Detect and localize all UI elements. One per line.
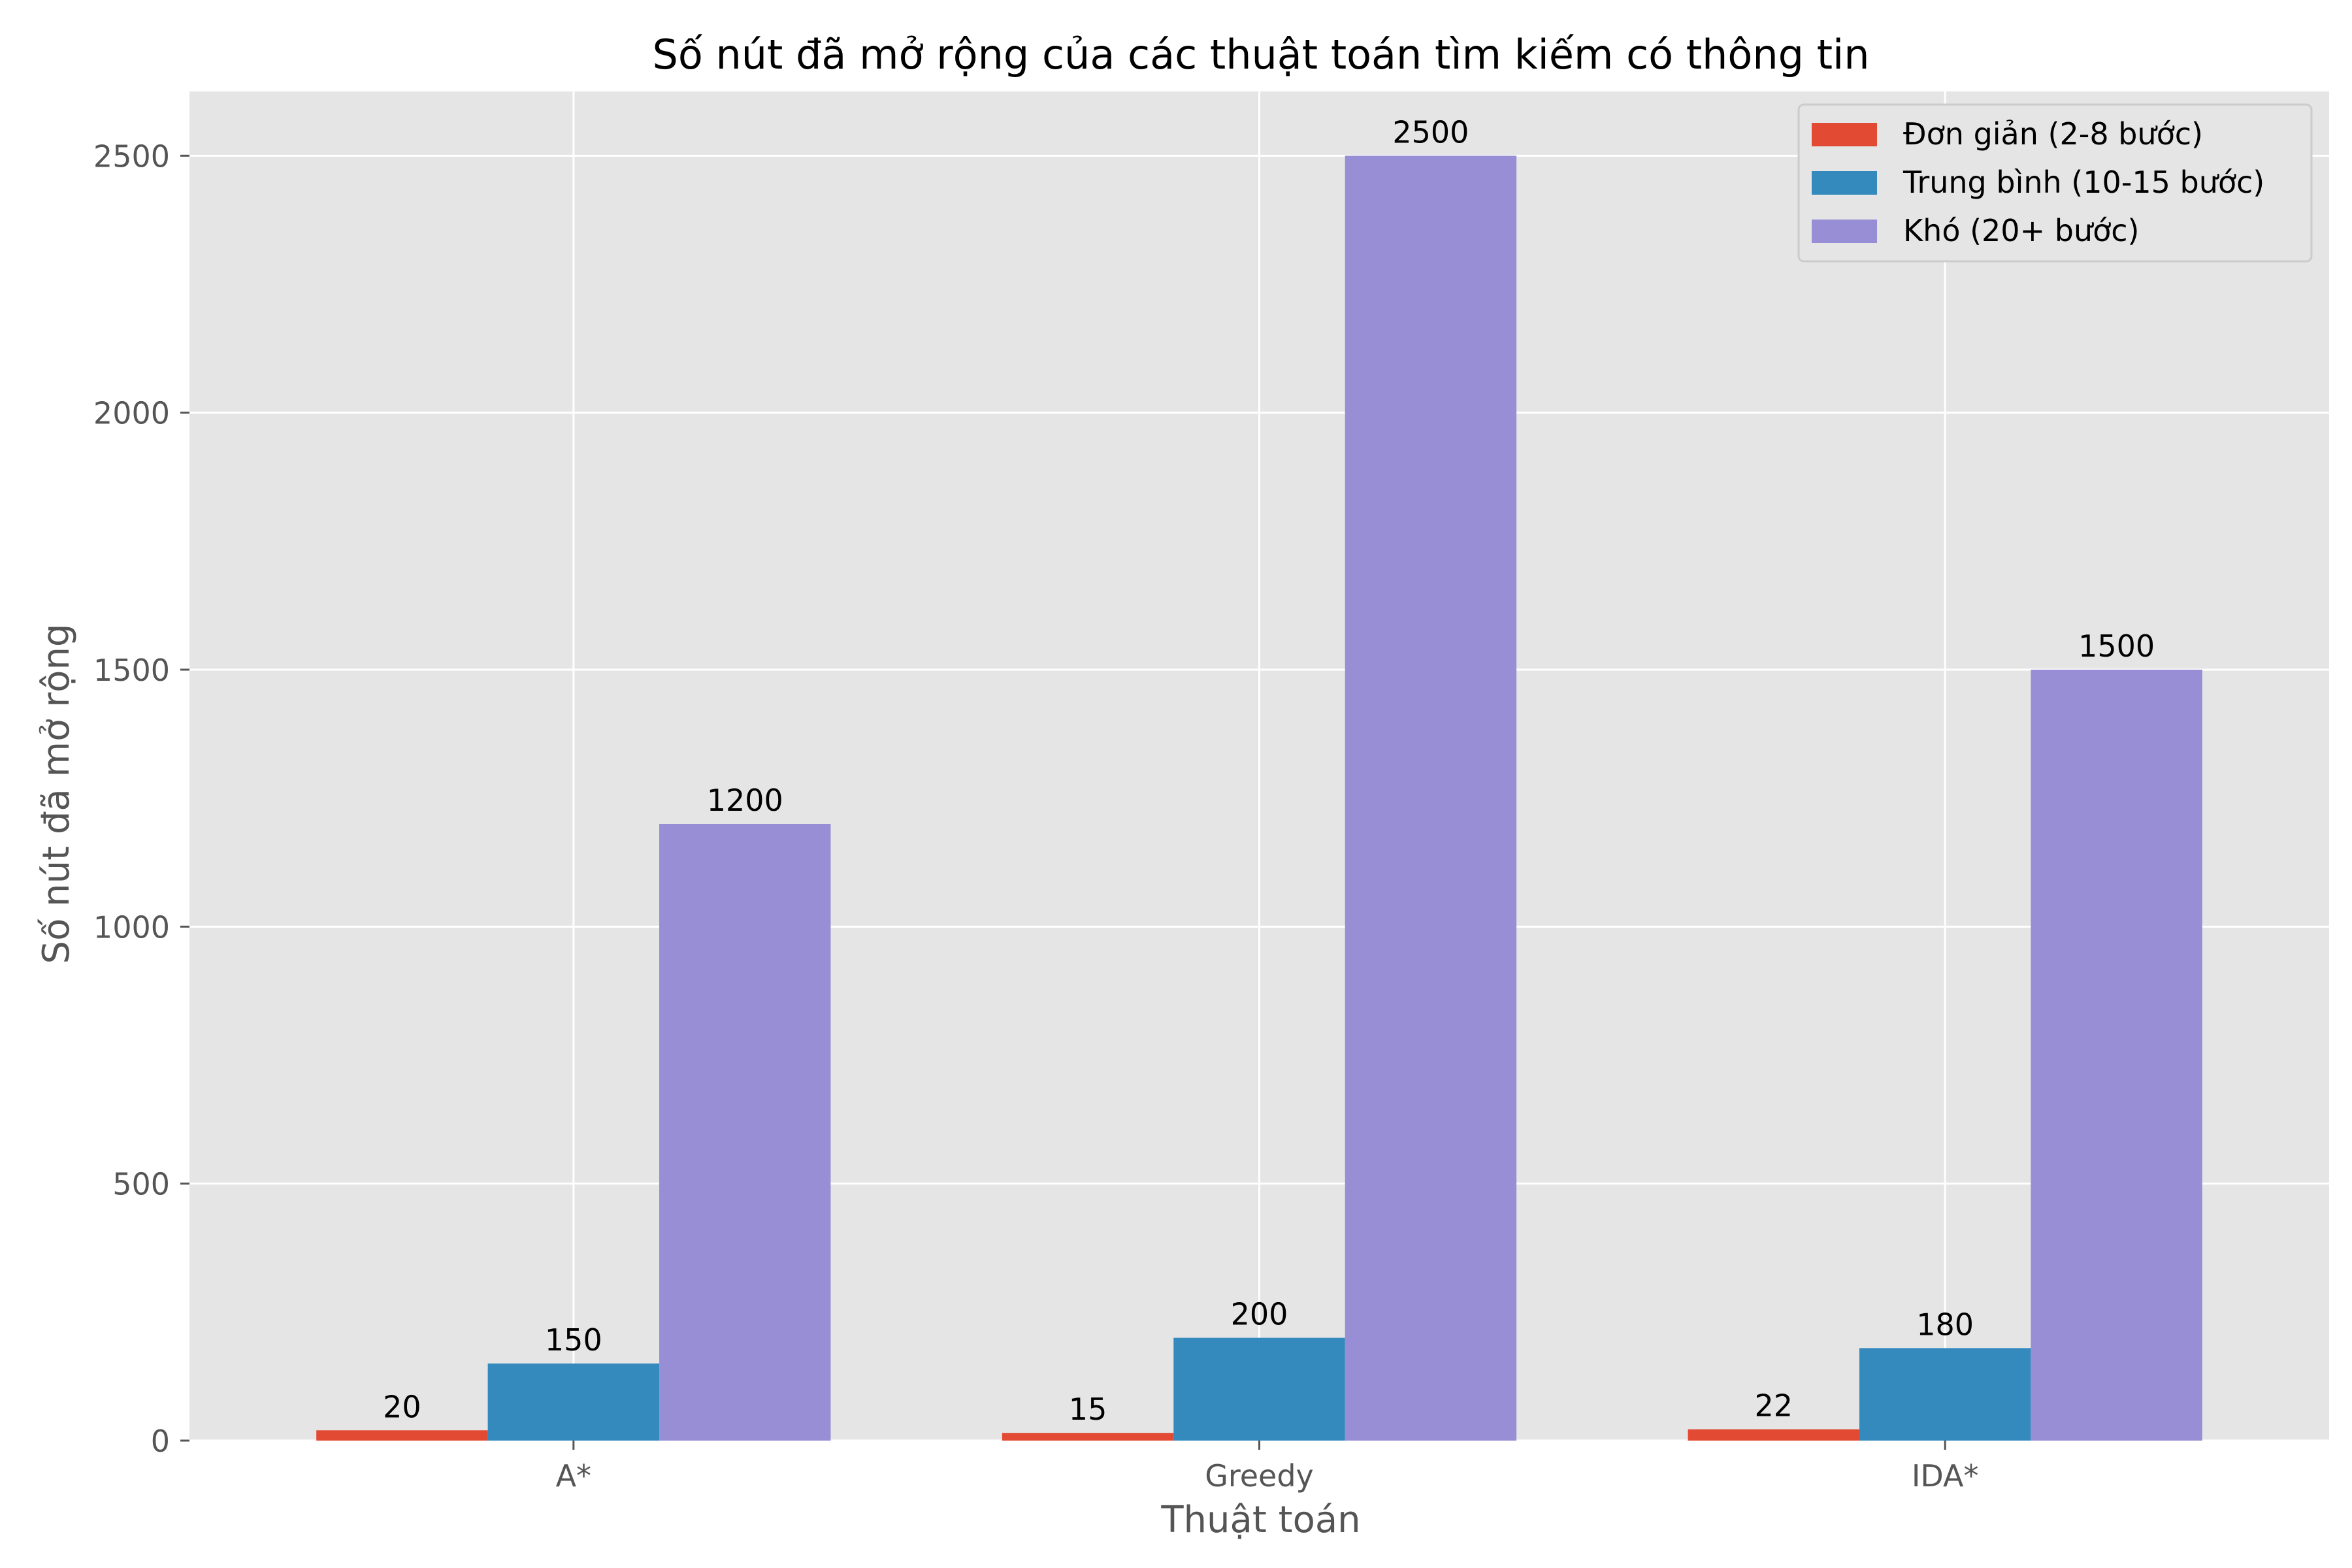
legend-swatch [1812, 171, 1877, 195]
bar [1688, 1429, 1859, 1441]
bar-value-label: 150 [545, 1322, 602, 1358]
legend-swatch [1812, 123, 1877, 146]
y-axis: 0 500 1000 1500 2000 2500 [93, 139, 189, 1459]
bar-value-label: 1200 [707, 783, 783, 818]
x-tick-label: IDA* [1912, 1458, 1979, 1494]
x-tick-label: A* [556, 1458, 591, 1494]
x-axis: A* Greedy IDA* [556, 1441, 1979, 1494]
bar [1345, 155, 1517, 1441]
bar-value-label: 20 [383, 1389, 421, 1424]
bar-value-label: 22 [1754, 1388, 1793, 1424]
legend-items: Đơn giản (2-8 bước) Trung bình (10-15 bướ… [1812, 116, 2264, 248]
y-tick-label: 1000 [93, 909, 170, 945]
legend-label: Đơn giản (2-8 bước) [1903, 116, 2203, 152]
bar [487, 1364, 660, 1441]
bar-value-label: 1500 [2078, 629, 2155, 664]
legend-swatch [1812, 220, 1877, 243]
y-tick-label: 500 [112, 1167, 170, 1202]
bar [659, 824, 831, 1441]
y-tick-label: 2500 [93, 139, 170, 174]
bar-value-label: 180 [1916, 1307, 1974, 1342]
legend: Đơn giản (2-8 bước) Trung bình (10-15 bướ… [1797, 103, 2313, 263]
bar [316, 1430, 488, 1441]
x-axis-label: Thuật toán [1160, 1499, 1360, 1541]
bar [2031, 670, 2202, 1441]
legend-label: Trung bình (10-15 bước) [1903, 165, 2264, 200]
y-axis-label: Số nút đã mở rộng [35, 624, 78, 964]
x-tick-label: Greedy [1205, 1458, 1314, 1494]
bar [1859, 1348, 2031, 1441]
bar-value-label: 200 [1231, 1297, 1288, 1332]
y-tick-label: 2000 [93, 396, 170, 431]
legend-box [1797, 103, 2313, 263]
chart-title: Số nút đã mở rộng của các thuật toán tìm… [652, 31, 1869, 78]
bars [316, 155, 2202, 1441]
bar [1002, 1433, 1174, 1441]
bar-value-label: 2500 [1392, 114, 1469, 150]
y-tick-label: 0 [151, 1424, 170, 1459]
legend-label: Khó (20+ bước) [1903, 213, 2139, 248]
y-tick-label: 1500 [93, 653, 170, 688]
bar [1173, 1337, 1345, 1441]
bar-value-label: 15 [1069, 1392, 1107, 1427]
bar-value-labels: 20 15 22 150 200 180 1200 2500 1500 [383, 114, 2155, 1427]
